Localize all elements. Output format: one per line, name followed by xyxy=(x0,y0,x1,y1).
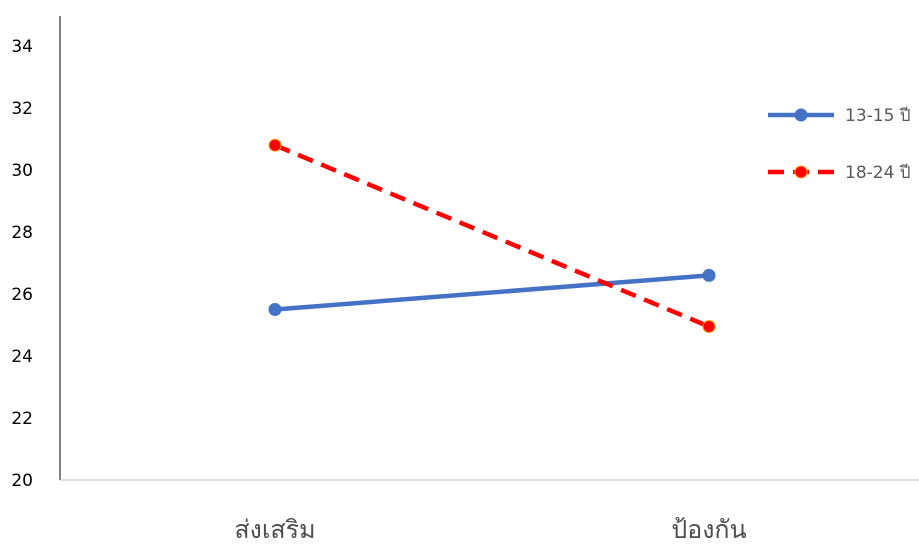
y-axis: 20 22 24 26 28 30 32 34 xyxy=(11,16,61,491)
series-18-24-point xyxy=(268,138,282,152)
y-tick-label: 20 xyxy=(11,471,33,491)
x-category-label: ป้องกัน xyxy=(671,515,746,544)
legend-18-24-swatch-marker xyxy=(794,165,808,179)
y-tick-label: 32 xyxy=(11,99,33,119)
y-tick-label: 24 xyxy=(11,347,33,367)
series-18-24-line xyxy=(274,143,710,329)
y-tick-label: 26 xyxy=(11,285,33,305)
series-13-15-point xyxy=(268,303,282,316)
legend-13-15-swatch-marker xyxy=(794,108,808,122)
y-tick-label: 34 xyxy=(11,37,33,57)
legend: 13-15 ปี 18-24 ปี xyxy=(768,106,911,183)
legend-13-15-label: 13-15 ปี xyxy=(845,106,911,126)
y-tick-label: 28 xyxy=(11,223,33,243)
plot-area xyxy=(268,138,716,334)
y-tick-label: 22 xyxy=(11,409,33,429)
x-category-label: ส่งเสริม xyxy=(234,515,315,544)
y-tick-label: 30 xyxy=(11,161,33,181)
series-13-15-point xyxy=(702,268,716,282)
x-axis: ส่งเสริม ป้องกัน xyxy=(60,479,919,544)
legend-18-24-label: 18-24 ปี xyxy=(845,163,911,183)
series-18-24-point xyxy=(702,320,716,334)
series-13-15-line xyxy=(274,273,710,312)
